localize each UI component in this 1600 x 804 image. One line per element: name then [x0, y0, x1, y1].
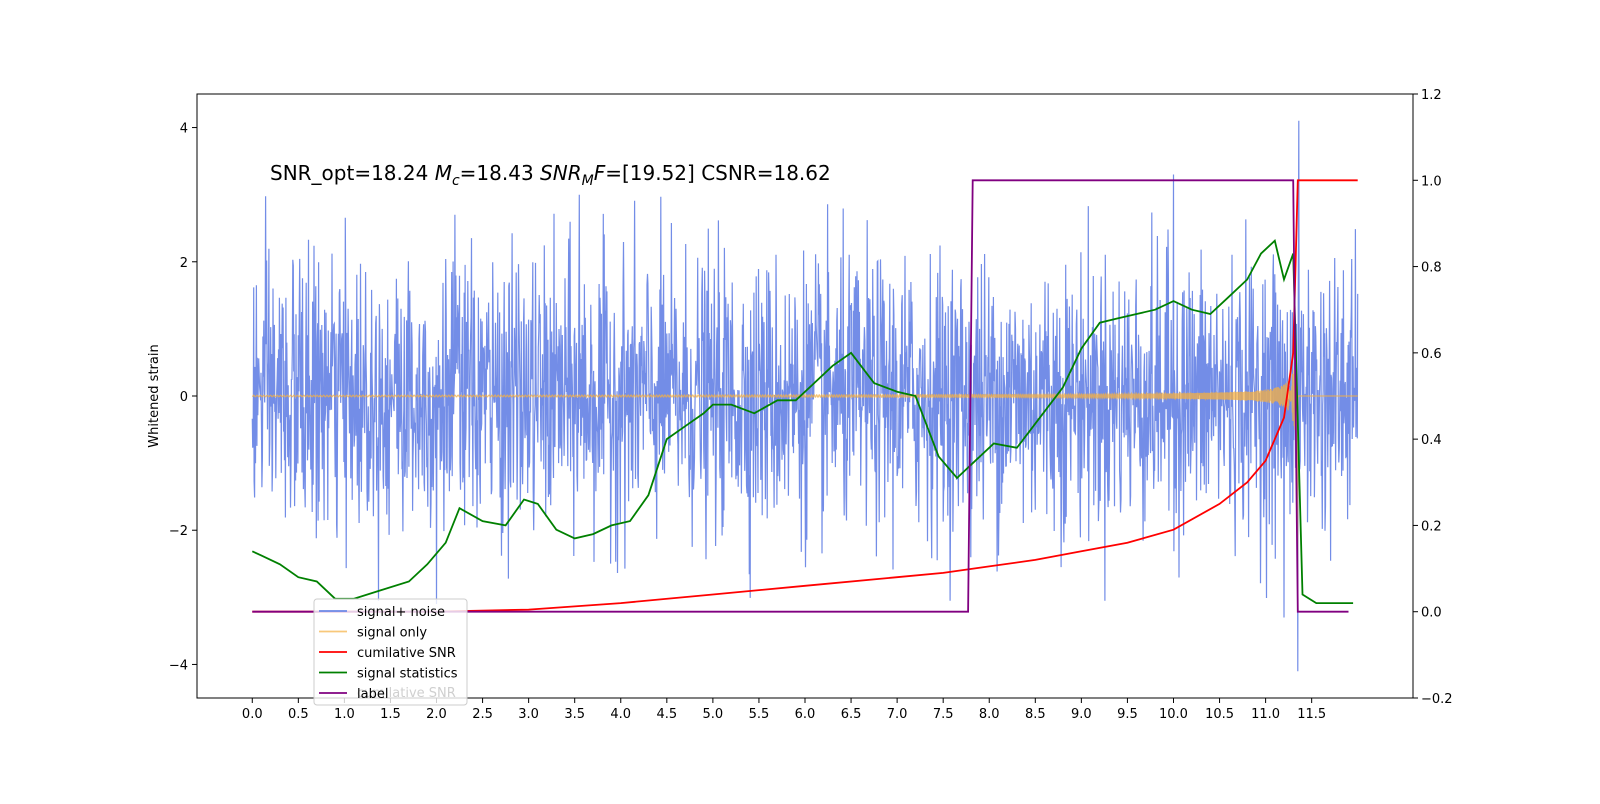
- legend-label: signal only: [357, 626, 427, 641]
- legend-label: label: [357, 687, 388, 702]
- x-tick-label: 8.5: [1025, 707, 1046, 722]
- x-tick-label: 0.5: [288, 707, 309, 722]
- x-tick-label: 3.0: [518, 707, 539, 722]
- series-signal-only: [251, 352, 1358, 600]
- x-tick-label: 7.0: [887, 707, 908, 722]
- x-tick-label: 5.0: [703, 707, 724, 722]
- legend-ghost-text: cumilative SNR: [357, 686, 456, 701]
- series-signal-statistics: [251, 238, 1354, 604]
- y2-tick-label: 0.6: [1421, 347, 1442, 362]
- legend-label: signal statistics: [357, 667, 458, 682]
- y-tick-label: 0: [180, 390, 188, 405]
- y2-tick-label: 0.0: [1421, 606, 1442, 621]
- x-tick-label: 0.0: [242, 707, 263, 722]
- x-tick-label: 10.0: [1159, 707, 1188, 722]
- legend-box: [313, 598, 468, 706]
- x-tick-label: 6.0: [795, 707, 816, 722]
- y2-tick-label: 0.4: [1421, 433, 1442, 448]
- series-label: [252, 179, 1349, 613]
- series-cumilative-snr: [252, 179, 1358, 613]
- x-tick-label: 9.0: [1071, 707, 1092, 722]
- x-axis: 0.0 0.5 1.0 1.5 2.0 2.5 3.0 3.5 4.0 4.5 5.0 5.5 6.0 6…: [242, 698, 1326, 722]
- y2-tick-label: −0.2: [1421, 692, 1453, 707]
- x-tick-label: 9.5: [1117, 707, 1138, 722]
- x-tick-label: 11.5: [1297, 707, 1326, 722]
- x-tick-label: 3.5: [564, 707, 585, 722]
- y-axis-right: 1.2 1.0 0.8 0.6 0.4 0.2 0.0 −0.2: [1413, 88, 1453, 707]
- legend-label: signal+ noise: [357, 605, 445, 620]
- y-tick-label: −2: [169, 524, 188, 539]
- x-tick-label: 1.5: [380, 707, 401, 722]
- y2-tick-label: 0.8: [1421, 261, 1442, 276]
- x-tick-label: 5.5: [749, 707, 770, 722]
- x-tick-label: 2.5: [472, 707, 493, 722]
- y-tick-label: 4: [180, 122, 188, 137]
- y-tick-label: −4: [169, 658, 188, 673]
- y-axis-left: 4 2 0 −2 −4: [169, 122, 197, 673]
- y2-tick-label: 1.2: [1421, 88, 1442, 103]
- snr-annotation: SNR_opt=18.24 Mc=18.43 SNRMF=[19.52] CSN…: [270, 161, 831, 189]
- x-tick-label: 10.5: [1205, 707, 1234, 722]
- x-tick-label: 4.0: [610, 707, 631, 722]
- y2-tick-label: 0.2: [1421, 519, 1442, 534]
- x-tick-label: 1.0: [334, 707, 355, 722]
- series-layer: [251, 120, 1359, 672]
- x-tick-label: 8.0: [979, 707, 1000, 722]
- x-tick-label: 4.5: [656, 707, 677, 722]
- x-tick-label: 2.0: [426, 707, 447, 722]
- y-axis-label: Whitened strain: [147, 344, 162, 447]
- x-tick-label: 7.5: [933, 707, 954, 722]
- legend-label: cumilative SNR: [357, 646, 456, 661]
- y-tick-label: 2: [180, 256, 188, 271]
- legend: cumilative SNR signal+ noise signal only c…: [313, 598, 468, 706]
- x-tick-label: 6.5: [841, 707, 862, 722]
- x-tick-label: 11.0: [1251, 707, 1280, 722]
- y2-tick-label: 1.0: [1421, 174, 1442, 189]
